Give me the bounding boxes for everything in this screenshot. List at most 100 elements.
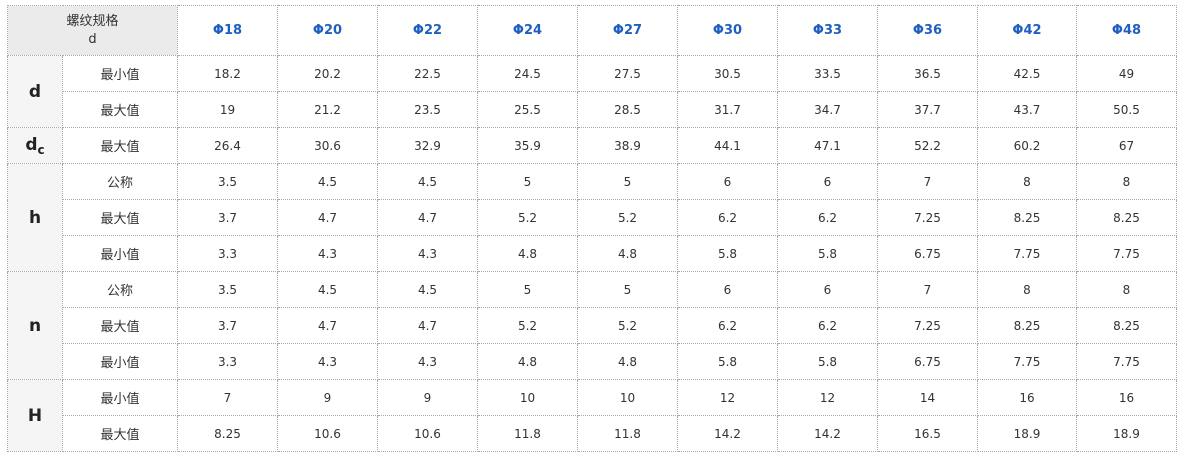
table-cell: 7.25 xyxy=(877,199,978,236)
row-label: 公称 xyxy=(62,271,178,308)
table-cell: 27.5 xyxy=(577,55,678,92)
row-label: 最小值 xyxy=(62,55,178,92)
table-row: 最大值 19 21.2 23.5 25.5 28.5 31.7 34.7 37.7 43.7 50.… xyxy=(8,91,1177,128)
table-cell: 16 xyxy=(1076,379,1177,416)
table-cell: 3.5 xyxy=(177,163,278,200)
table-cell: 4.3 xyxy=(377,235,478,272)
table-cell: 31.7 xyxy=(677,91,778,128)
table-cell: 7 xyxy=(877,271,978,308)
table-cell: 6.2 xyxy=(777,199,878,236)
table-cell: 8.25 xyxy=(977,307,1077,344)
table-cell: 5 xyxy=(577,271,678,308)
table-cell: 4.3 xyxy=(277,343,378,380)
table-row: 最大值 3.7 4.7 4.7 5.2 5.2 6.2 6.2 7.25 8.25 8.25 xyxy=(8,307,1177,344)
corner-label-thread-spec: 螺纹规格 xyxy=(66,13,119,29)
table-cell: 11.8 xyxy=(577,415,678,452)
row-label: 最大值 xyxy=(62,91,178,128)
table-cell: 7.75 xyxy=(977,343,1077,380)
column-header: Φ36 xyxy=(877,5,978,56)
column-header: Φ48 xyxy=(1076,5,1177,56)
table-cell: 14 xyxy=(877,379,978,416)
parameter-subscript: c xyxy=(37,142,45,157)
table-cell: 52.2 xyxy=(877,127,978,164)
table-cell: 28.5 xyxy=(577,91,678,128)
table-cell: 32.9 xyxy=(377,127,478,164)
table-cell: 18.9 xyxy=(977,415,1077,452)
table-cell: 47.1 xyxy=(777,127,878,164)
row-label: 公称 xyxy=(62,163,178,200)
corner-cell: 螺纹规格 d xyxy=(7,5,178,56)
table-cell: 7 xyxy=(177,379,278,416)
table-cell: 6.2 xyxy=(677,307,778,344)
table-cell: 22.5 xyxy=(377,55,478,92)
table-cell: 10 xyxy=(577,379,678,416)
table-cell: 16.5 xyxy=(877,415,978,452)
table-cell: 49 xyxy=(1076,55,1177,92)
parameter-label: H xyxy=(7,379,63,452)
table-cell: 4.8 xyxy=(477,343,578,380)
table-cell: 5.8 xyxy=(677,235,778,272)
table-cell: 10.6 xyxy=(377,415,478,452)
table-cell: 12 xyxy=(677,379,778,416)
table-cell: 3.7 xyxy=(177,307,278,344)
table-cell: 6.2 xyxy=(677,199,778,236)
table-cell: 18.9 xyxy=(1076,415,1177,452)
table-cell: 5 xyxy=(477,271,578,308)
table-cell: 8.25 xyxy=(977,199,1077,236)
table-cell: 4.5 xyxy=(377,271,478,308)
table-cell: 38.9 xyxy=(577,127,678,164)
column-header: Φ18 xyxy=(177,5,278,56)
table-cell: 12 xyxy=(777,379,878,416)
table-cell: 43.7 xyxy=(977,91,1077,128)
table-cell: 33.5 xyxy=(777,55,878,92)
table-row: 最大值 3.7 4.7 4.7 5.2 5.2 6.2 6.2 7.25 8.25 8.25 xyxy=(8,199,1177,236)
table-row: 最小值 3.3 4.3 4.3 4.8 4.8 5.8 5.8 6.75 7.75 7.75 xyxy=(8,343,1177,380)
column-header: Φ20 xyxy=(277,5,378,56)
column-header: Φ30 xyxy=(677,5,778,56)
column-header: Φ27 xyxy=(577,5,678,56)
parameter-symbol: H xyxy=(27,405,43,426)
table-row: n 公称 3.5 4.5 4.5 5 5 6 6 7 8 8 xyxy=(7,271,1177,380)
table-cell: 26.4 xyxy=(177,127,278,164)
table-cell: 20.2 xyxy=(277,55,378,92)
table-cell: 11.8 xyxy=(477,415,578,452)
table-cell: 4.3 xyxy=(377,343,478,380)
table-cell: 10 xyxy=(477,379,578,416)
table-cell: 4.7 xyxy=(377,199,478,236)
table-cell: 4.5 xyxy=(277,271,378,308)
table-row: 最大值 8.25 10.6 10.6 11.8 11.8 14.2 14.2 16.5 18.9 1… xyxy=(8,415,1177,452)
table-cell: 6 xyxy=(777,163,878,200)
table-row: 最小值 3.3 4.3 4.3 4.8 4.8 5.8 5.8 6.75 7.75 7.75 xyxy=(8,235,1177,272)
table-cell: 5.2 xyxy=(477,199,578,236)
parameter-label: d xyxy=(7,55,63,128)
table-cell: 60.2 xyxy=(977,127,1077,164)
table-cell: 4.8 xyxy=(477,235,578,272)
table-cell: 6.75 xyxy=(877,343,978,380)
table-cell: 4.3 xyxy=(277,235,378,272)
row-label: 最大值 xyxy=(62,199,178,236)
table-cell: 4.8 xyxy=(577,343,678,380)
table-row: dc 最大值 26.4 30.6 32.9 35.9 38.9 44.1 47.1 52.2 60.… xyxy=(7,127,1177,164)
table-cell: 4.8 xyxy=(577,235,678,272)
table-cell: 3.7 xyxy=(177,199,278,236)
table-cell: 23.5 xyxy=(377,91,478,128)
table-cell: 42.5 xyxy=(977,55,1077,92)
table-row: H 最小值 7 9 9 10 10 12 12 14 16 16 xyxy=(7,379,1177,452)
table-cell: 4.7 xyxy=(277,199,378,236)
table-cell: 16 xyxy=(977,379,1077,416)
corner-label-d: d xyxy=(88,31,97,47)
table-cell: 9 xyxy=(377,379,478,416)
row-label: 最大值 xyxy=(62,415,178,452)
column-header: Φ42 xyxy=(977,5,1077,56)
row-label: 最大值 xyxy=(62,307,178,344)
table-row: h 公称 3.5 4.5 4.5 5 5 6 6 7 8 8 xyxy=(7,163,1177,272)
table-cell: 10.6 xyxy=(277,415,378,452)
table-cell: 50.5 xyxy=(1076,91,1177,128)
table-cell: 3.5 xyxy=(177,271,278,308)
table-cell: 44.1 xyxy=(677,127,778,164)
table-body: 螺纹规格 d Φ18 Φ20 Φ22 Φ24 Φ27 Φ30 Φ33 Φ36 Φ42 Φ48 d 最小值 1… xyxy=(7,5,1177,452)
table-cell: 21.2 xyxy=(277,91,378,128)
table-cell: 14.2 xyxy=(777,415,878,452)
parameter-label: h xyxy=(7,163,63,272)
row-label: 最大值 xyxy=(62,127,178,164)
